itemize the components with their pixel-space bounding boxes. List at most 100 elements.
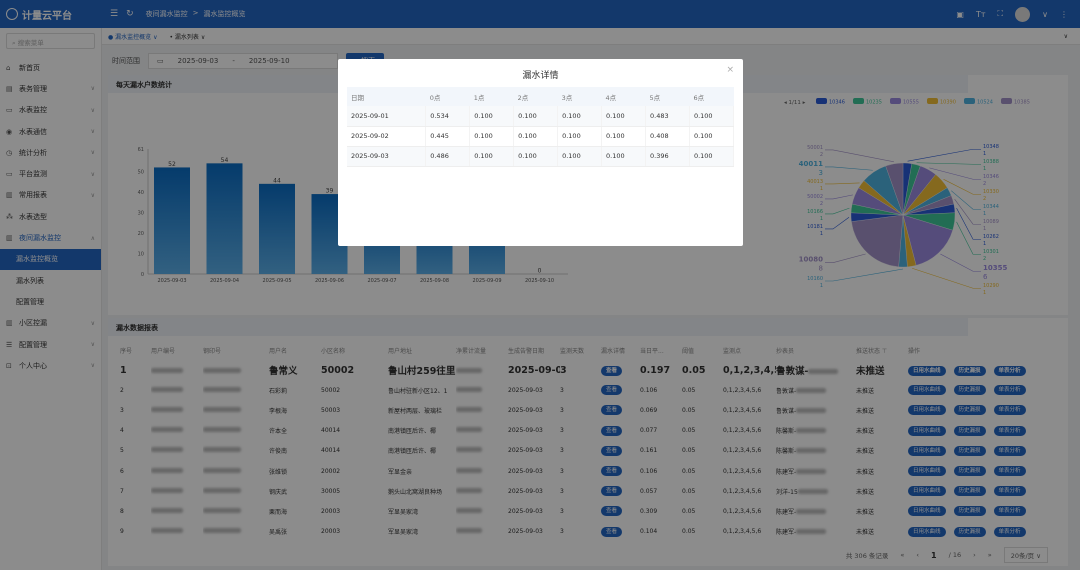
view-detail-button[interactable]: 查看	[601, 486, 623, 497]
view-detail-button[interactable]: 查看	[601, 405, 623, 416]
menu-search-input[interactable]: ⌕ 搜索菜单	[6, 33, 95, 49]
view-detail-button[interactable]: 查看	[601, 506, 623, 517]
sidebar-item[interactable]: ☰ 配置管理 ∨	[0, 334, 101, 355]
legend-label[interactable]: 10235	[866, 100, 882, 106]
action-button[interactable]: 日用水曲线	[908, 385, 946, 396]
view-detail-button[interactable]: 查看	[601, 366, 623, 377]
legend-swatch[interactable]	[853, 98, 864, 104]
breadcrumb-item[interactable]: 夜间漏水监控	[145, 10, 188, 18]
sidebar-item[interactable]: ▥ 夜间漏水监控 ∧	[0, 227, 101, 248]
tabs-chevron-icon[interactable]: ∨	[1063, 32, 1068, 40]
legend-label[interactable]: 10555	[903, 100, 919, 106]
action-button[interactable]: 历史漏损	[953, 445, 986, 456]
prev-page-button[interactable]: ‹	[916, 551, 919, 559]
action-button[interactable]: 日用水曲线	[908, 466, 946, 477]
action-button[interactable]: 单表分析	[993, 445, 1026, 456]
action-button[interactable]: 日用水曲线	[908, 526, 946, 537]
fullscreen-icon[interactable]: ⛶	[997, 9, 1004, 18]
action-button[interactable]: 历史漏损	[953, 385, 986, 396]
action-button[interactable]: 日用水曲线	[908, 486, 946, 497]
action-button[interactable]: 单表分析	[993, 486, 1026, 497]
bar[interactable]	[259, 183, 295, 274]
action-button[interactable]: 历史漏损	[953, 486, 986, 497]
table-row[interactable]: 1 鲁常义 50002 鲁山村259往里 2025-09-033 查看 0.197 0.05 0…	[120, 360, 1070, 380]
action-button[interactable]: 单表分析	[993, 466, 1026, 477]
action-button[interactable]: 单表分析	[993, 385, 1026, 396]
table-row[interactable]: 2 石彩莉 50002 鲁山村驻新小区12、1 2025-09-03 3 查看 0.106 0.…	[120, 380, 1070, 400]
menu-toggle-icon[interactable]: ☰	[110, 9, 119, 19]
action-button[interactable]: 单表分析	[993, 366, 1026, 377]
font-size-icon[interactable]: Tт	[975, 9, 986, 19]
sidebar-item[interactable]: 配置管理	[0, 291, 101, 312]
action-button[interactable]: 历史漏损	[953, 526, 986, 537]
table-row[interactable]: 5 许俊南 40014 南港镇匝后许、椰 2025-09-03 3 查看 0.161 0.05 0…	[120, 441, 1070, 461]
table-row[interactable]: 4 许本全 40014 南港镇匝后许、椰 2025-09-03 3 查看 0.077 0.05 0…	[120, 421, 1070, 441]
table-row[interactable]: 9 吴禹张 20003 军显吴家湾 2025-09-03 3 查看 0.104 0.05 0,1,…	[120, 522, 1070, 542]
last-page-button[interactable]: »	[987, 551, 992, 559]
sidebar-item[interactable]: ⊡ 个人中心 ∨	[0, 355, 101, 376]
page-size-select[interactable]: 20条/页 ∨	[1003, 547, 1048, 563]
legend-swatch[interactable]	[816, 98, 827, 104]
view-detail-button[interactable]: 查看	[601, 526, 623, 537]
action-button[interactable]: 日用水曲线	[908, 445, 946, 456]
legend-label[interactable]: 10390	[940, 100, 956, 106]
action-button[interactable]: 单表分析	[993, 526, 1026, 537]
action-button[interactable]: 单表分析	[993, 405, 1026, 416]
sidebar-item[interactable]: 漏水列表	[0, 270, 101, 291]
end-date[interactable]: 2025-09-10	[248, 57, 290, 65]
legend-label[interactable]: 10346	[829, 100, 845, 106]
more-icon[interactable]: ⋮	[1060, 9, 1068, 19]
avatar[interactable]	[1015, 6, 1031, 22]
refresh-icon[interactable]: ↻	[126, 9, 134, 19]
sidebar-item[interactable]: ▭ 水表监控 ∨	[0, 100, 101, 121]
action-button[interactable]: 单表分析	[993, 506, 1026, 517]
start-date[interactable]: 2025-09-03	[177, 57, 219, 65]
image-icon[interactable]: ▣	[956, 9, 964, 19]
action-button[interactable]: 日用水曲线	[908, 366, 946, 377]
bar[interactable]	[154, 167, 190, 274]
sidebar-item[interactable]: ⌂ 新首页	[0, 57, 101, 78]
action-button[interactable]: 日用水曲线	[908, 405, 946, 416]
legend-swatch[interactable]	[927, 98, 938, 104]
action-button[interactable]: 单表分析	[993, 425, 1026, 436]
view-detail-button[interactable]: 查看	[601, 445, 623, 456]
action-button[interactable]: 日用水曲线	[908, 425, 946, 436]
chevron-down-icon[interactable]: ∨	[1042, 9, 1048, 19]
bar[interactable]	[206, 163, 243, 274]
view-detail-button[interactable]: 查看	[601, 466, 623, 477]
table-row[interactable]: 7 钢庆武 30005 鹅头山北窝湖良种场 2025-09-03 3 查看 0.057 0.05…	[120, 481, 1070, 501]
sidebar-item[interactable]: ▤ 表务管理 ∨	[0, 78, 101, 99]
legend-label[interactable]: 10524	[977, 100, 993, 106]
action-button[interactable]: 历史漏损	[953, 466, 986, 477]
table-row[interactable]: 6 张维锁 20002 军显金亲 2025-09-03 3 查看 0.106 0.05 0,1,2…	[120, 461, 1070, 481]
sidebar-item[interactable]: 漏水监控概览	[0, 248, 101, 270]
legend-swatch[interactable]	[964, 98, 975, 104]
table-row[interactable]: 3 李根海 50003 新屋村两层、玻璃栏 2025-09-03 3 查看 0.069 0.05…	[120, 400, 1070, 420]
view-detail-button[interactable]: 查看	[601, 425, 623, 436]
table-row[interactable]: 8 栗而海 20003 军显吴家湾 2025-09-03 3 查看 0.309 0.05 0,1,…	[120, 501, 1070, 521]
sidebar-item[interactable]: ◉ 水表通信 ∨	[0, 121, 101, 142]
action-button[interactable]: 日用水曲线	[908, 506, 946, 517]
next-page-button[interactable]: ›	[973, 551, 976, 559]
pie-slice[interactable]	[885, 162, 904, 216]
tab-leak-list[interactable]: • 漏水列表 ∨	[169, 33, 206, 41]
legend-swatch[interactable]	[890, 98, 901, 104]
action-button[interactable]: 历史漏损	[953, 405, 986, 416]
close-icon[interactable]: ×	[726, 65, 734, 75]
action-button[interactable]: 历史漏损	[953, 366, 986, 377]
tab-overview[interactable]: ● 漏水监控概览 ∨	[108, 33, 158, 41]
pie-slice[interactable]	[902, 214, 953, 266]
first-page-button[interactable]: «	[900, 551, 905, 559]
sidebar-item[interactable]: ▭ 平台监测 ∨	[0, 163, 101, 184]
sidebar-item[interactable]: ▥ 常用报表 ∨	[0, 185, 101, 206]
legend-pager[interactable]: ◂ 1/11 ▸	[784, 100, 806, 106]
action-button[interactable]: 历史漏损	[953, 425, 986, 436]
legend-label[interactable]: 10385	[1014, 100, 1030, 106]
current-page[interactable]: 1	[931, 550, 937, 560]
action-button[interactable]: 历史漏损	[953, 506, 986, 517]
date-range-picker[interactable]: ▭ 2025-09-03 - 2025-09-10	[148, 53, 338, 69]
sidebar-item[interactable]: ⁂ 水表选型	[0, 206, 101, 227]
legend-swatch[interactable]	[1001, 98, 1012, 104]
view-detail-button[interactable]: 查看	[601, 385, 623, 396]
sidebar-item[interactable]: ◷ 统计分析 ∨	[0, 142, 101, 163]
